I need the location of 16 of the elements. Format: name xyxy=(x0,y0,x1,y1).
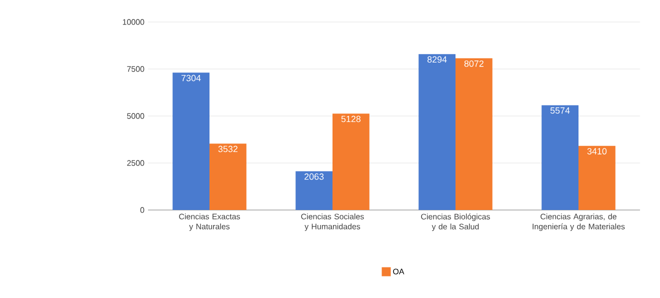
bar xyxy=(172,72,210,210)
bar xyxy=(210,144,246,210)
bar xyxy=(296,171,333,210)
data-label: 7304 xyxy=(182,74,201,82)
data-label: 8072 xyxy=(464,60,484,67)
bar xyxy=(578,146,616,210)
data-label: 5128 xyxy=(341,116,361,122)
data-label: 3410 xyxy=(587,148,607,154)
bar xyxy=(418,54,456,210)
bar xyxy=(332,114,370,210)
data-label: 5574 xyxy=(550,107,570,114)
data-label: 8294 xyxy=(427,56,447,63)
data-label: 3532 xyxy=(218,146,238,152)
bar xyxy=(542,105,579,210)
bar xyxy=(456,58,492,210)
data-label: 2063 xyxy=(304,173,324,180)
